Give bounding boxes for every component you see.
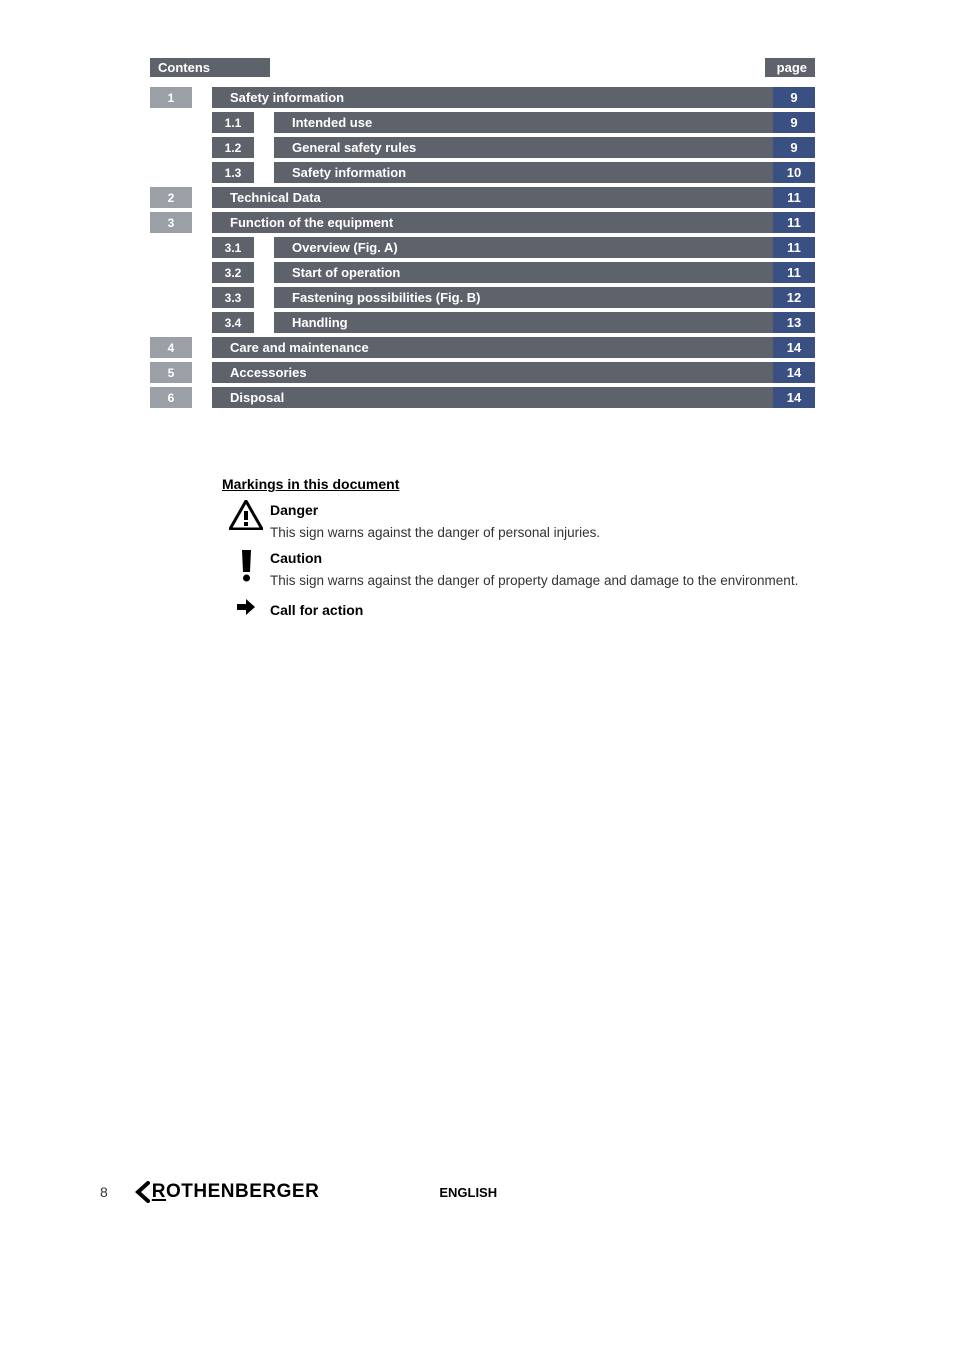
toc-title: Disposal [212,387,773,408]
toc-header-right: page [765,58,815,77]
toc-sub-title: Handling [274,312,773,333]
caution-label: Caution [270,550,818,566]
toc-page: 9 [773,137,815,158]
brand-rest: OTHENBERGER [166,1181,319,1203]
toc-title: Technical Data [212,187,773,208]
footer-language: ENGLISH [439,1185,497,1200]
toc-row: 6 Disposal14 [150,387,815,408]
toc-sub-number: 3.3 [212,287,254,308]
danger-desc: This sign warns against the danger of pe… [270,524,818,542]
toc-page: 11 [773,187,815,208]
toc-title: Accessories [212,362,773,383]
toc-number: 5 [150,362,192,383]
toc-page: 13 [773,312,815,333]
toc-sub-title: Safety information [274,162,773,183]
toc-row: 1.3 Safety information10 [150,162,815,183]
brand-letter-r: R [152,1181,166,1203]
toc-number: 3 [150,212,192,233]
toc-header-left: Contens [150,58,270,77]
toc-page: 12 [773,287,815,308]
danger-label: Danger [270,502,818,518]
toc-sub-title: Overview (Fig. A) [274,237,773,258]
toc-title: Care and maintenance [212,337,773,358]
toc-sub-title: Fastening possibilities (Fig. B) [274,287,773,308]
markings-section: Markings in this document Danger This si… [222,476,818,620]
toc-row: 1.2 General safety rules9 [150,137,815,158]
action-label: Call for action [270,602,363,618]
toc-page: 11 [773,262,815,283]
markings-title: Markings in this document [222,476,818,492]
toc-page: 11 [773,237,815,258]
arrow-icon [222,599,270,620]
toc-sub-title: General safety rules [274,137,773,158]
toc-title: Safety information [212,87,773,108]
toc-sub-number: 1.1 [212,112,254,133]
caution-icon [222,548,270,590]
toc-row: 3 Function of the equipment11 [150,212,815,233]
toc-title: Function of the equipment [212,212,773,233]
toc-row: 3.4 Handling13 [150,312,815,333]
toc-page: 14 [773,337,815,358]
toc-number: 6 [150,387,192,408]
toc-page: 9 [773,112,815,133]
toc-row: 3.1 Overview (Fig. A)11 [150,237,815,258]
toc-sub-number: 3.2 [212,262,254,283]
toc-page: 9 [773,87,815,108]
footer: 8 ROTHENBERGER ENGLISH [100,1181,497,1203]
toc-row: 3.2 Start of operation11 [150,262,815,283]
toc-number: 2 [150,187,192,208]
toc-sub-title: Start of operation [274,262,773,283]
table-of-contents: Contens page 1Safety information91.1Inte… [150,58,815,408]
toc-row: 2 Technical Data11 [150,187,815,208]
footer-page-number: 8 [100,1184,108,1200]
toc-sub-title: Intended use [274,112,773,133]
danger-icon [222,500,270,542]
danger-row: Danger This sign warns against the dange… [222,500,818,542]
toc-page: 14 [773,362,815,383]
toc-sub-number: 3.4 [212,312,254,333]
toc-sub-number: 3.1 [212,237,254,258]
toc-row: 1.1 Intended use9 [150,112,815,133]
toc-header: Contens page [150,58,815,77]
toc-page: 10 [773,162,815,183]
action-row: Call for action [222,599,818,620]
caution-desc: This sign warns against the danger of pr… [270,572,818,590]
toc-row: 3.3 Fastening possibilities (Fig. B)12 [150,287,815,308]
toc-page: 11 [773,212,815,233]
toc-row: 4 Care and maintenance14 [150,337,815,358]
toc-sub-number: 1.3 [212,162,254,183]
toc-number: 1 [150,87,192,108]
toc-row: 1 Safety information9 [150,87,815,108]
brand-chevron-icon [132,1181,150,1203]
toc-page: 14 [773,387,815,408]
toc-sub-number: 1.2 [212,137,254,158]
footer-brand: ROTHENBERGER [132,1181,320,1203]
caution-row: Caution This sign warns against the dang… [222,548,818,590]
toc-number: 4 [150,337,192,358]
toc-row: 5 Accessories14 [150,362,815,383]
